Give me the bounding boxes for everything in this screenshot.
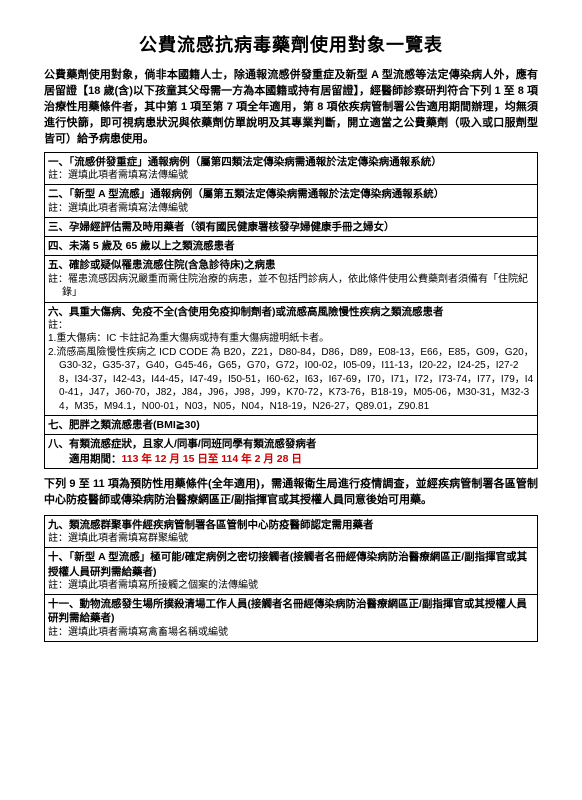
table-row: 七、肥胖之類流感患者(BMI≧30) [45,416,538,435]
row-note: 註：罹患流感因病況嚴重而需住院治療的病患，並不包括門診病人，依此條件使用公費藥劑… [48,273,534,300]
row-heading: 六、具重大傷病、免疫不全(含使用免疫抑制劑者)或流感高風險慢性疾病之類流感患者 [48,306,444,318]
row-heading: 一、「流感併發重症」通報病例（屬第四類法定傳染病需通報於法定傳染病通報系統） [48,156,442,168]
row-heading: 七、肥胖之類流感患者(BMI≧30) [48,419,200,431]
intro-paragraph: 公費藥劑使用對象，倘非本國籍人士，除通報流感併發重症及新型 A 型流感等法定傳染… [44,68,538,148]
page-title: 公費流感抗病毒藥劑使用對象一覽表 [44,32,538,58]
table-row: 四、未滿 5 歲及 65 歲以上之類流感患者 [45,237,538,256]
row-heading: 五、確診或疑似罹患流感住院(含急診待床)之病患 [48,259,276,271]
row-heading: 三、孕婦經評估需及時用藥者（領有國民健康署核發孕婦健康手冊之婦女） [48,221,395,233]
table-row: 十、「新型 A 型流感」極可能/確定病例之密切接觸者(接觸者名冊經傳染病防治醫療… [45,548,538,595]
row-note: 註：選填此項者需填寫群聚編號 [48,532,534,546]
row-note: 註：選填此項者需填寫法傳編號 [48,169,534,183]
row-period-label: 適用期間： [48,453,122,465]
row-heading: 十、「新型 A 型流感」極可能/確定病例之密切接觸者(接觸者名冊經傳染病防治醫療… [48,551,527,577]
table-row: 二、「新型 A 型流感」通報病例（屬第五類法定傳染病需通報於法定傳染病通報系統）… [45,185,538,218]
criteria-table-2: 九、類流感群聚事件經疾病管制署各區管制中心防疫醫師認定需用藥者 註：選填此項者需… [44,515,538,642]
row-note: 註：選填此項者需填寫禽畜場名稱或編號 [48,626,534,640]
row-note: 註：選填此項者需填寫所接觸之個案的法傳編號 [48,579,534,593]
criteria-table-1: 一、「流感併發重症」通報病例（屬第四類法定傳染病需通報於法定傳染病通報系統） 註… [44,152,538,469]
row-note-label: 註： [48,319,534,333]
table-row: 三、孕婦經評估需及時用藥者（領有國民健康署核發孕婦健康手冊之婦女） [45,218,538,237]
table-row: 一、「流感併發重症」通報病例（屬第四類法定傳染病需通報於法定傳染病通報系統） 註… [45,152,538,185]
row-subitem-codes: 2.流感高風險慢性疾病之 ICD CODE 為 B20，Z21，D80-84，D… [48,346,534,414]
row-period-value: 113 年 12 月 15 日至 114 年 2 月 28 日 [122,453,302,465]
row-subitem: 1.重大傷病：IC 卡註記為重大傷病或持有重大傷病證明紙卡者。 [48,332,534,346]
mid-paragraph: 下列 9 至 11 項為預防性用藥條件(全年適用)，需通報衛生局進行疫情調查，並… [44,477,538,509]
table-row: 十一、動物流感發生場所撲殺清場工作人員(接觸者名冊經傳染病防治醫療網區正/副指揮… [45,595,538,642]
row-note: 註：選填此項者需填寫法傳編號 [48,202,534,216]
row-heading: 四、未滿 5 歲及 65 歲以上之類流感患者 [48,240,235,252]
document-page: 公費流感抗病毒藥劑使用對象一覽表 公費藥劑使用對象，倘非本國籍人士，除通報流感併… [0,0,582,672]
table-row: 九、類流感群聚事件經疾病管制署各區管制中心防疫醫師認定需用藥者 註：選填此項者需… [45,515,538,548]
table-row: 五、確診或疑似罹患流感住院(含急診待床)之病患 註：罹患流感因病況嚴重而需住院治… [45,256,538,302]
table-row: 六、具重大傷病、免疫不全(含使用免疫抑制劑者)或流感高風險慢性疾病之類流感患者 … [45,302,538,416]
row-heading: 八、有類流感症狀，且家人/同事/同班同學有類流感發病者 [48,438,316,450]
table-row: 八、有類流感症狀，且家人/同事/同班同學有類流感發病者 適用期間：113 年 1… [45,435,538,468]
row-heading: 九、類流感群聚事件經疾病管制署各區管制中心防疫醫師認定需用藥者 [48,519,374,531]
row-heading: 十一、動物流感發生場所撲殺清場工作人員(接觸者名冊經傳染病防治醫療網區正/副指揮… [48,598,527,624]
row-heading: 二、「新型 A 型流感」通報病例（屬第五類法定傳染病需通報於法定傳染病通報系統） [48,188,444,200]
